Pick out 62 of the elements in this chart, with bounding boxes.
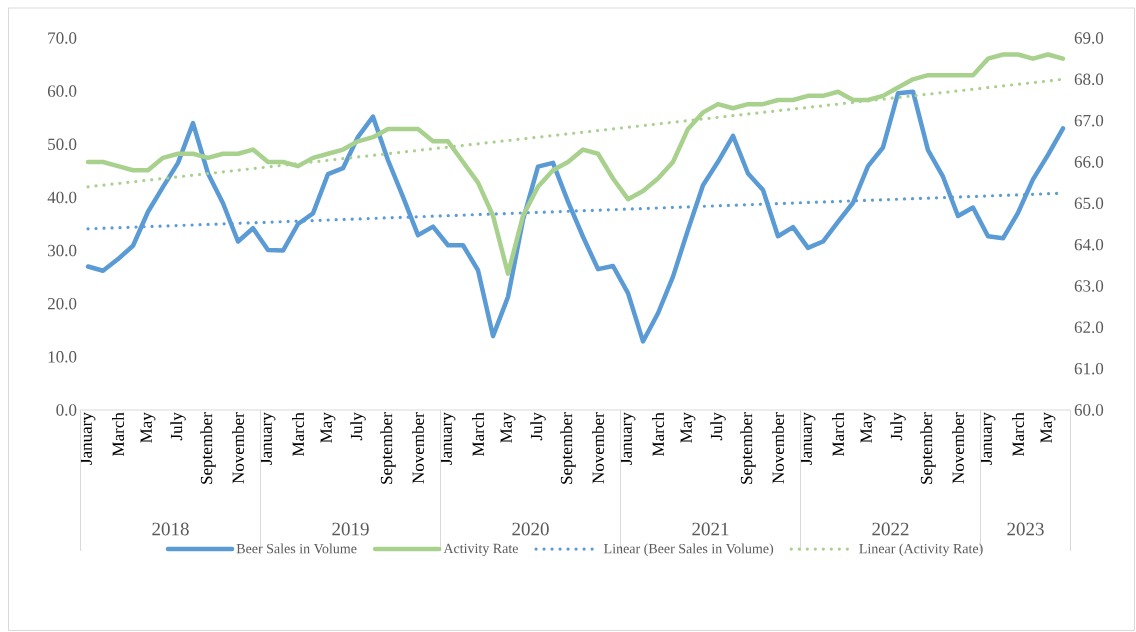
y2-tick-label: 60.0 — [1074, 404, 1104, 416]
y-tick-label: 60.0 — [47, 85, 77, 97]
x-tick-label: May — [1040, 412, 1056, 443]
y2-tick-label: 63.0 — [1074, 280, 1104, 292]
y-tick-label: 0.0 — [56, 404, 77, 416]
text: 2019 — [332, 522, 369, 536]
x-tick-label: July — [530, 412, 546, 441]
x-tick-label: May — [680, 412, 696, 443]
legend-label: Linear (Beer Sales in Volume) — [604, 543, 774, 557]
x-tick-label: March — [472, 412, 484, 457]
x-tick-label: January — [80, 412, 96, 465]
x-tick-label: November — [772, 412, 784, 484]
x-tick-label: January — [980, 412, 996, 465]
x-tick-label: March — [652, 412, 664, 457]
x-tick-label: May — [320, 412, 336, 443]
y2-tick-label: 66.0 — [1074, 156, 1104, 168]
x-tick-label: January — [620, 412, 636, 465]
x-tick-label: September — [740, 412, 756, 484]
line-series — [85, 89, 1066, 344]
y-tick-label: 70.0 — [48, 32, 77, 44]
y-tick-label: 50.0 — [48, 138, 77, 151]
y2-tick-label: 68.0 — [1074, 73, 1104, 86]
y2-tick-label: 67.0 — [1074, 114, 1104, 127]
x-tick-label: March — [292, 412, 304, 457]
x-tick-label: May — [140, 412, 156, 443]
text: 2023 — [1007, 522, 1044, 536]
x-tick-label: May — [500, 412, 516, 443]
y-tick-label: 30.0 — [48, 244, 77, 257]
legend-label: Linear (Activity Rate) — [859, 543, 983, 557]
text: 2020 — [512, 522, 549, 536]
y2-tick-label: 69.0 — [1074, 32, 1104, 44]
x-tick-label: November — [412, 412, 424, 484]
x-tick-label: March — [1012, 412, 1024, 457]
x-tick-label: March — [112, 412, 124, 457]
text: 2018 — [152, 522, 189, 536]
y-tick-label: 40.0 — [47, 191, 77, 204]
x-tick-label: July — [350, 412, 366, 441]
x-tick-label: January — [260, 412, 276, 465]
text: 2021 — [692, 522, 729, 536]
x-tick-label: July — [890, 412, 906, 441]
y2-tick-label: 62.0 — [1074, 321, 1104, 334]
x-tick-label: July — [710, 412, 726, 441]
y2-tick-label: 61.0 — [1074, 362, 1104, 375]
y-tick-label: 20.0 — [47, 297, 77, 310]
legend-label: Activity Rate — [443, 543, 518, 557]
x-tick-label: September — [200, 412, 216, 484]
x-tick-label: September — [920, 412, 936, 484]
x-tick-label: November — [952, 412, 964, 484]
x-tick-label: September — [560, 412, 576, 484]
y-tick-label: 10.0 — [48, 351, 77, 363]
x-tick-label: January — [800, 412, 816, 465]
x-tick-label: November — [592, 412, 604, 484]
x-tick-label: January — [440, 412, 456, 465]
y2-tick-label: 64.0 — [1074, 238, 1104, 251]
y2-tick-label: 65.0 — [1074, 197, 1104, 210]
x-tick-label: May — [860, 412, 876, 443]
x-tick-label: July — [170, 412, 186, 441]
x-tick-label: November — [232, 412, 244, 484]
legend-label: Beer Sales in Volume — [236, 543, 357, 554]
x-tick-label: September — [380, 412, 396, 484]
x-tick-label: March — [832, 412, 844, 457]
text: 2022 — [872, 522, 909, 536]
